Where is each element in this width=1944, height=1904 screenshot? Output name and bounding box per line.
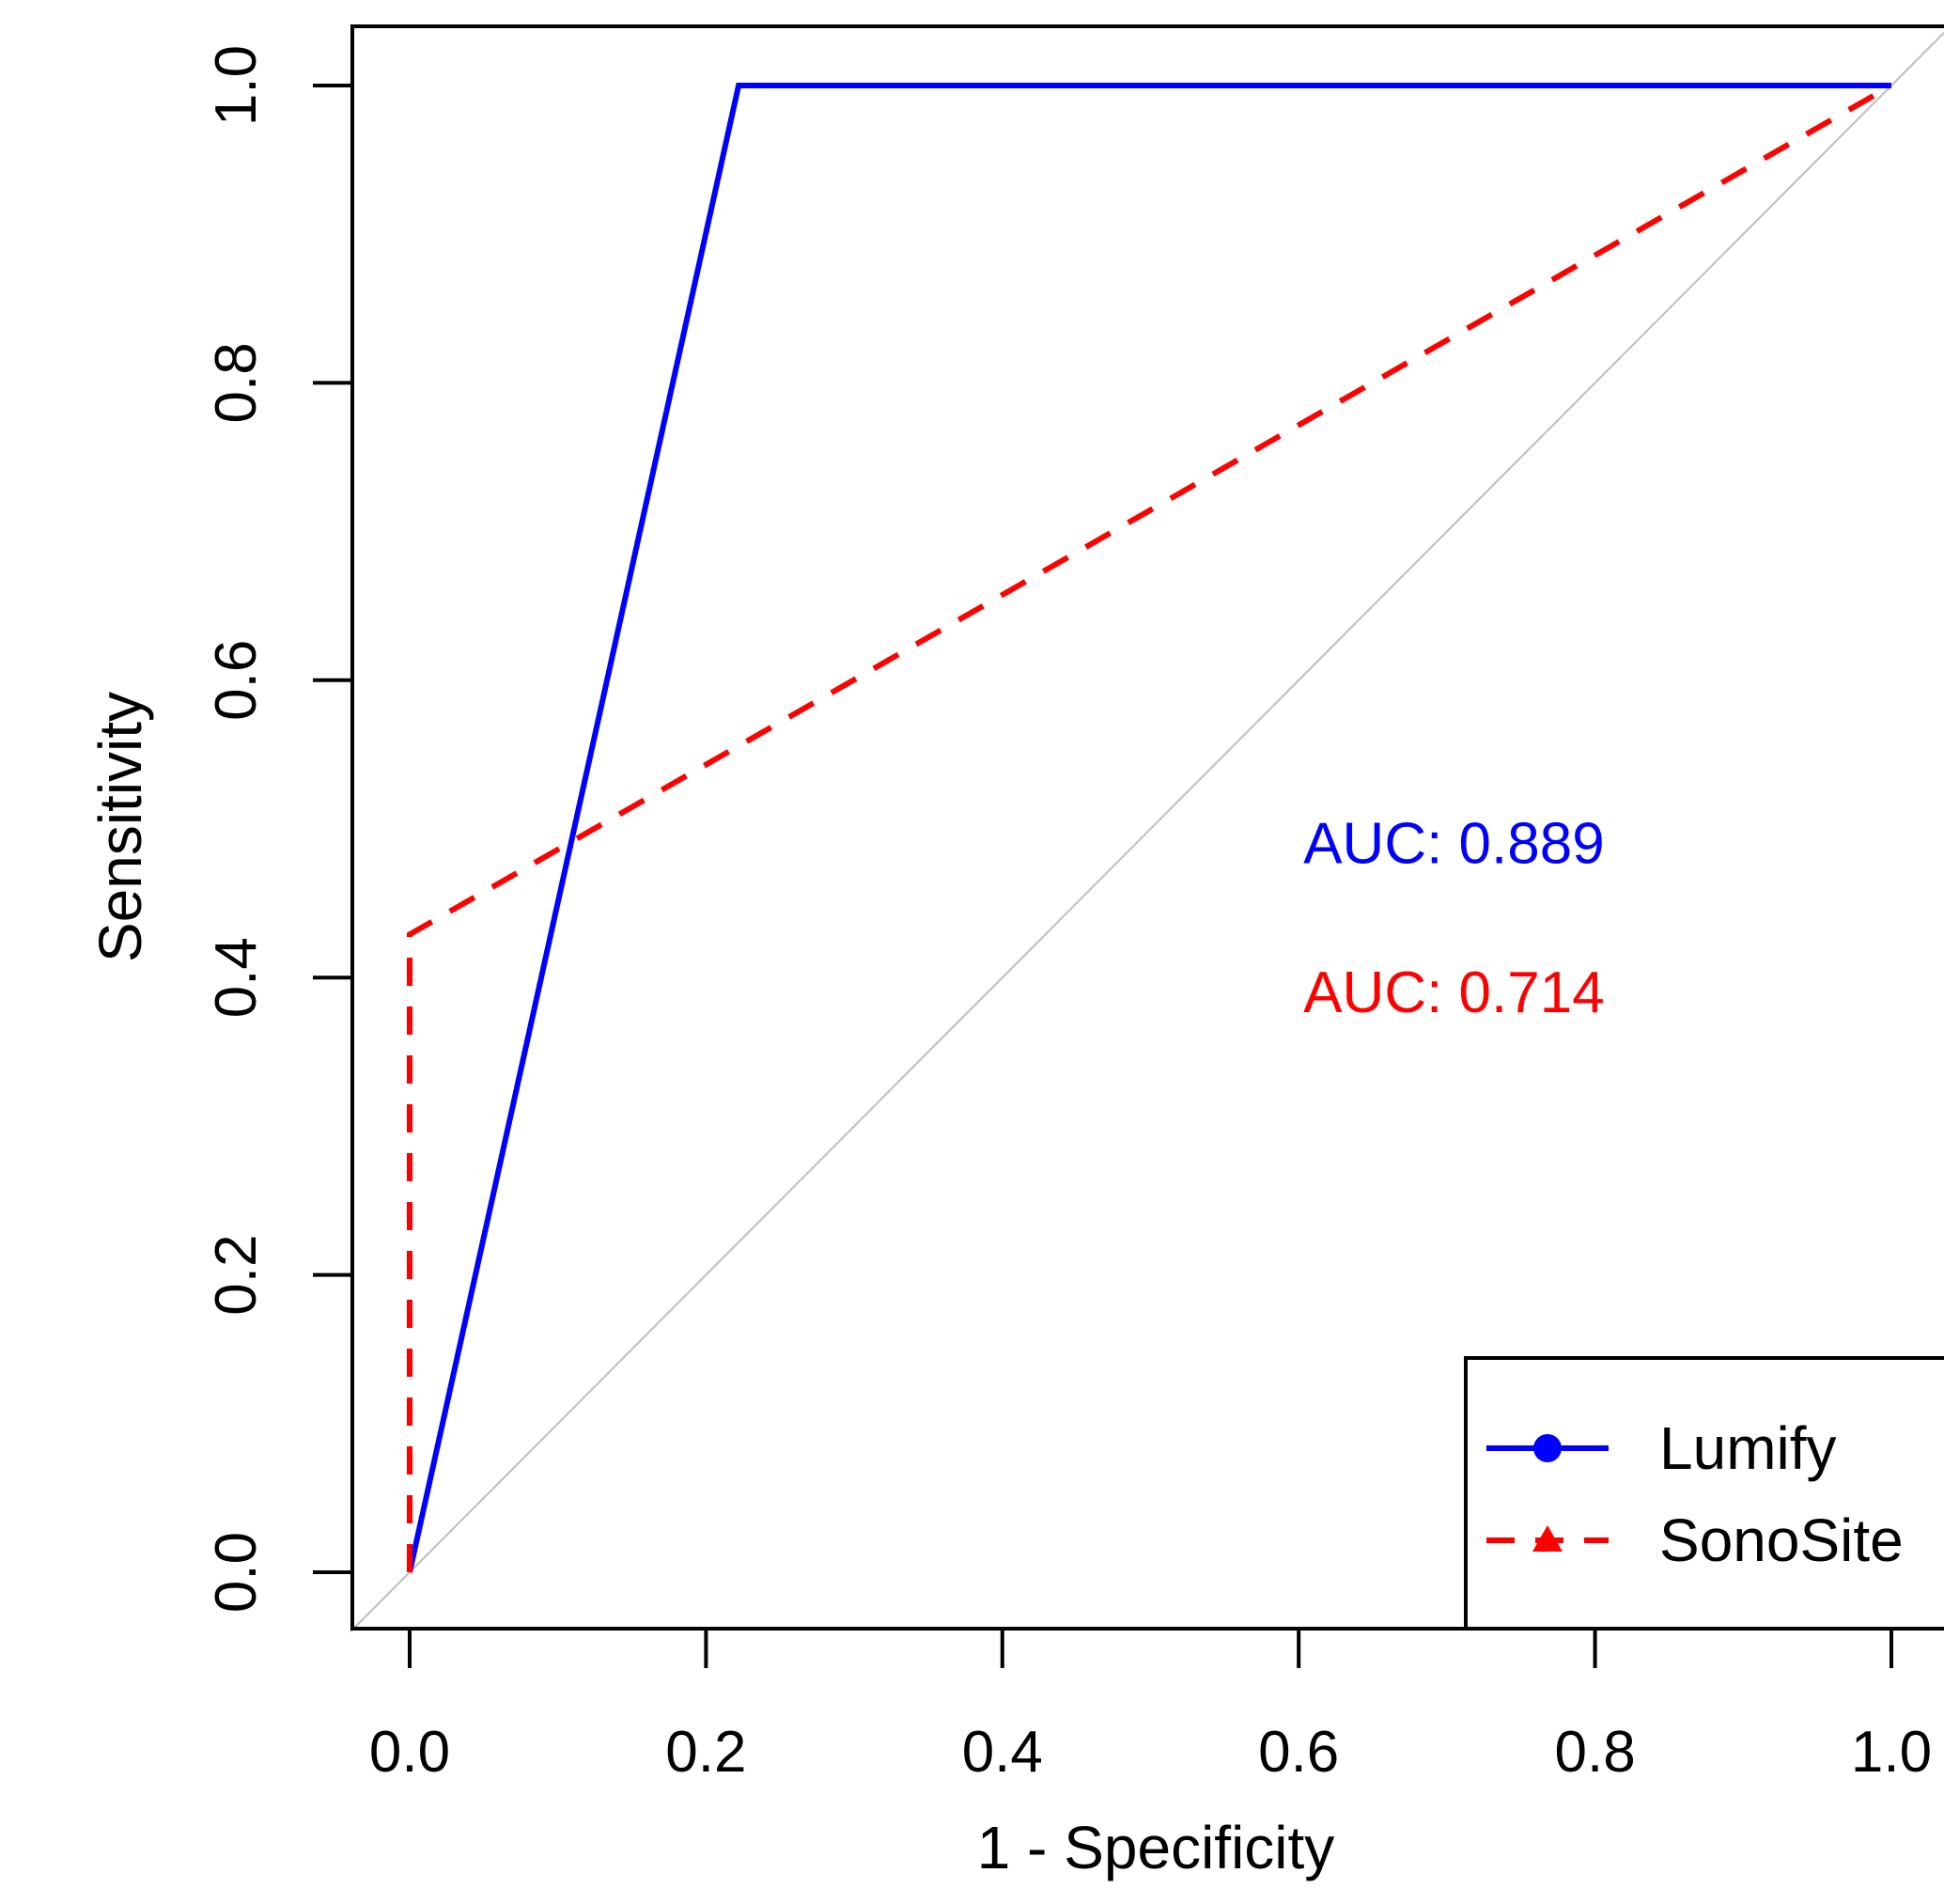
x-axis: 0.0 0.2 0.4 0.6 0.8 1.0 xyxy=(369,1629,1932,1785)
legend-marker-lumify xyxy=(1533,1434,1562,1462)
legend: Lumify SonoSite xyxy=(1464,1356,1944,1631)
x-tick-label-0.6: 0.6 xyxy=(1258,1720,1339,1785)
x-tick-label-0.0: 0.0 xyxy=(369,1720,450,1785)
y-tick-label-0.0: 0.0 xyxy=(204,1532,269,1613)
x-tick-label-0.8: 0.8 xyxy=(1554,1720,1635,1785)
auc-annotation-1: AUC: 0.889 xyxy=(1303,812,1605,877)
y-tick-label-0.6: 0.6 xyxy=(204,640,269,721)
y-axis: 0.0 0.2 0.4 0.6 0.8 1.0 xyxy=(204,45,352,1613)
y-tick-label-1.0: 1.0 xyxy=(204,45,269,126)
x-tick-label-0.2: 0.2 xyxy=(665,1720,746,1785)
y-tick-label-0.2: 0.2 xyxy=(204,1234,269,1315)
x-tick-label-1.0: 1.0 xyxy=(1851,1720,1932,1785)
auc-annotation-2: AUC: 0.714 xyxy=(1303,960,1605,1025)
x-axis-label: 1 - Specificity xyxy=(977,1814,1335,1881)
legend-marker-sonosite xyxy=(1532,1525,1563,1552)
x-tick-label-0.4: 0.4 xyxy=(962,1720,1043,1785)
annotation-layer: AUC: 0.889 AUC: 0.714 xyxy=(1303,812,1605,1025)
plot-frame xyxy=(350,24,1944,1631)
legend-label-lumify: Lumify xyxy=(1659,1414,1837,1482)
y-tick-label-0.8: 0.8 xyxy=(204,342,269,423)
y-tick-label-0.4: 0.4 xyxy=(204,937,269,1018)
legend-label-sonosite: SonoSite xyxy=(1659,1506,1904,1574)
reference-diagonal-line xyxy=(350,31,1944,1632)
series-layer xyxy=(407,83,1893,1573)
series-line-sonosite xyxy=(407,83,1893,1572)
legend-box xyxy=(1464,1356,1944,1631)
reference-line-layer xyxy=(350,31,1944,1632)
series-line-lumify xyxy=(407,83,1891,1573)
y-axis-label: Sensitivity xyxy=(86,692,154,962)
